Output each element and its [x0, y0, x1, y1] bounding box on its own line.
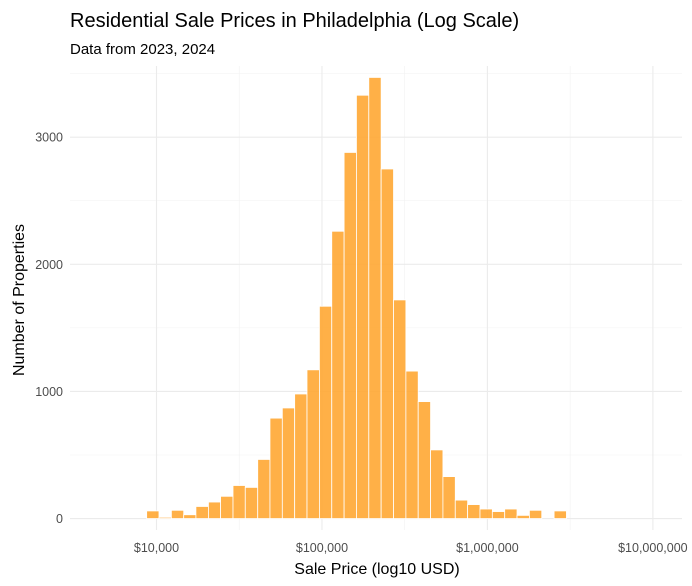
histogram-bar	[491, 511, 506, 519]
histogram-bar	[220, 495, 234, 519]
chart-subtitle: Data from 2023, 2024	[70, 41, 215, 58]
histogram-bar	[158, 516, 172, 519]
histogram-bar	[454, 499, 469, 519]
histogram-bar	[430, 449, 444, 519]
histogram-bar	[319, 305, 333, 519]
histogram-bar	[380, 168, 394, 519]
histogram-bar	[170, 509, 185, 519]
x-tick-label: $10,000	[134, 541, 179, 555]
y-tick-label: 3000	[35, 131, 63, 145]
histogram-bar	[553, 510, 567, 519]
y-axis-ticks: 0 1000 2000 3000	[35, 131, 63, 526]
histogram-bar	[294, 393, 308, 519]
chart-title: Residential Sale Prices in Philadelphia …	[70, 10, 519, 32]
x-axis-ticks: $10,000 $100,000 $1,000,000 $10,000,000	[134, 541, 688, 555]
histogram-bar	[244, 487, 259, 519]
histogram-bar	[442, 476, 456, 519]
histogram-bar	[306, 369, 320, 519]
histogram-bar	[467, 504, 481, 519]
histogram-bar	[232, 485, 246, 519]
histogram-bar	[208, 501, 222, 519]
histogram-bars	[146, 77, 567, 519]
histogram-bar	[146, 510, 160, 519]
histogram-bar	[529, 509, 543, 519]
histogram-bar	[417, 401, 431, 519]
histogram-bar	[195, 506, 209, 519]
y-tick-label: 2000	[35, 258, 63, 272]
y-tick-label: 1000	[35, 385, 63, 399]
histogram-bar	[405, 370, 419, 519]
y-axis-label: Number of Properties	[11, 224, 28, 376]
histogram-bar	[343, 152, 357, 519]
histogram-bar	[281, 407, 296, 519]
x-tick-label: $1,000,000	[456, 541, 519, 555]
x-axis-label: Sale Price (log10 USD)	[294, 561, 459, 578]
x-tick-label: $100,000	[296, 541, 348, 555]
histogram-bar	[356, 94, 370, 519]
histogram-bar	[368, 77, 382, 519]
histogram-bar	[504, 508, 518, 519]
histogram-bar	[183, 514, 197, 519]
histogram-bar	[257, 459, 271, 519]
y-tick-label: 0	[56, 512, 63, 526]
histogram-bar	[516, 514, 530, 519]
histogram-bar	[479, 508, 493, 519]
x-tick-label: $10,000,000	[618, 541, 688, 555]
histogram-bar	[269, 417, 283, 519]
histogram-bar	[393, 299, 407, 519]
histogram-bar	[331, 230, 345, 519]
